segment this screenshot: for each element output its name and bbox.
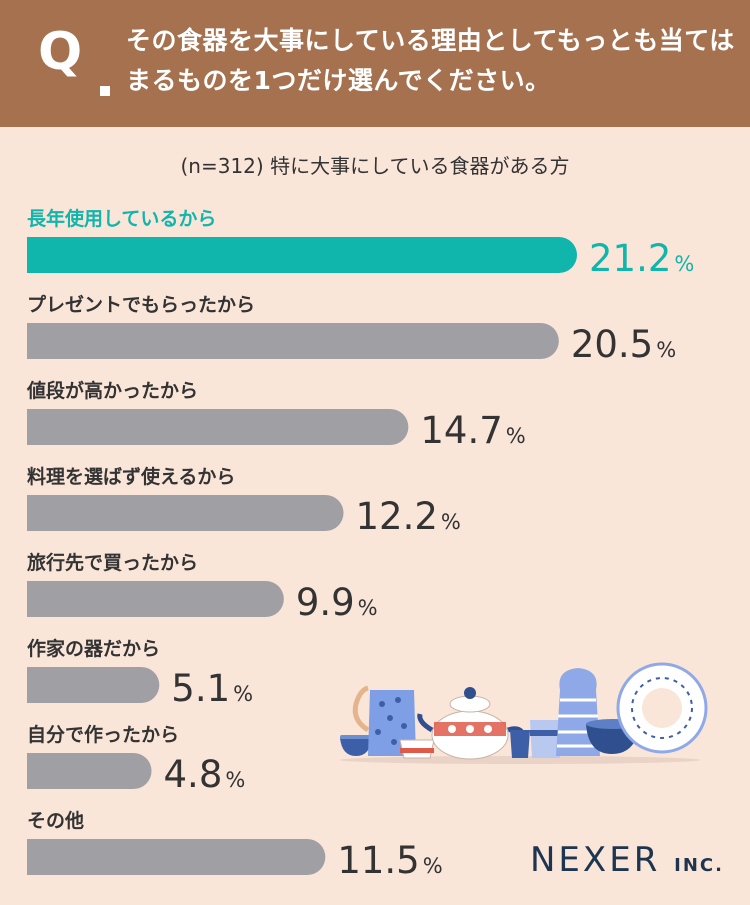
bar: [27, 581, 284, 617]
tableware-illustration: [340, 662, 708, 764]
question-text: その食器を大事にしている理由としてもっとも当てはまるものを1つだけ選んでください…: [126, 26, 735, 95]
bar: [27, 839, 326, 875]
category-label: 旅行先で買ったから: [27, 551, 198, 574]
bar-left-cap: [27, 409, 45, 445]
bar: [27, 667, 160, 703]
bar-left-cap: [27, 237, 45, 273]
nexer-logo: NEXER INC.: [530, 843, 724, 877]
bar-left-cap: [27, 495, 45, 531]
sample-subtitle: (n=312) 特に大事にしている食器がある方: [180, 154, 570, 178]
value-label: 9.9%: [296, 581, 378, 624]
bar-left-cap: [27, 839, 45, 875]
category-label: 自分で作ったから: [27, 723, 179, 746]
q-dot-decoration: [100, 86, 110, 96]
bar: [27, 409, 409, 445]
category-label: 値段が高かったから: [26, 379, 198, 402]
value-label: 20.5%: [571, 323, 676, 366]
value-label: 11.5%: [337, 839, 442, 882]
value-label: 5.1%: [171, 667, 253, 710]
q-mark: Q: [38, 22, 83, 82]
value-label: 12.2%: [356, 495, 461, 538]
category-label: 料理を選ばず使えるから: [27, 465, 235, 488]
question-header: Q その食器を大事にしている理由としてもっとも当てはまるものを1つだけ選んでくだ…: [0, 0, 750, 127]
bar-left-cap: [27, 667, 45, 703]
category-label: 作家の器だから: [27, 637, 160, 660]
bar-left-cap: [27, 581, 45, 617]
category-label: その他: [27, 809, 84, 832]
logo-brand: NEXER: [530, 840, 661, 880]
bar-left-cap: [27, 323, 45, 359]
value-label: 14.7%: [420, 409, 525, 452]
bar: [27, 323, 559, 359]
bar: [27, 495, 344, 531]
value-label: 21.2%: [589, 237, 694, 280]
bar: [27, 753, 152, 789]
value-label: 4.8%: [164, 753, 246, 796]
category-label: プレゼントでもらったから: [27, 293, 255, 316]
bar-left-cap: [27, 753, 45, 789]
logo-suffix: INC.: [674, 855, 724, 876]
category-label: 長年使用しているから: [27, 207, 216, 230]
bar: [27, 237, 577, 273]
